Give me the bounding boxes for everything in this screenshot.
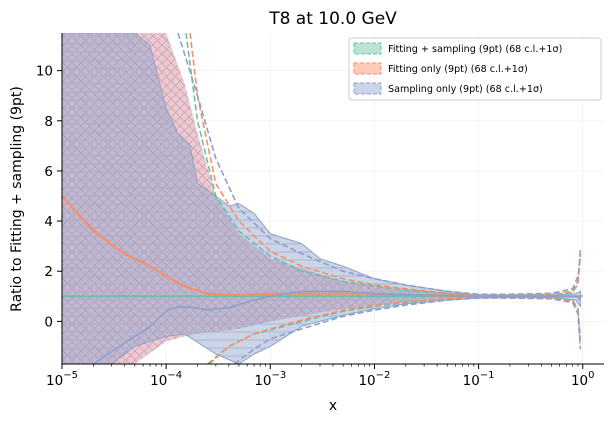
y-tick-label-0: 0 [44,314,53,330]
legend-swatch-fit-only [353,62,382,75]
legend-entry-fit-sampling: Fitting + sampling (9pt) (68 c.l.+1σ) [353,42,562,55]
x-tick-label-3: 10−2 [358,370,390,389]
y-tick-label-1: 2 [44,264,53,280]
upper-bound-line-fit_only [189,33,582,296]
central-line-sampling_only [92,290,582,364]
x-tick-label-2: 10−3 [254,370,286,389]
y-axis-label: Ratio to Fitting + sampling (9pt) [9,86,25,312]
upper-bound-line-sampling_only [177,33,582,296]
chart-title: T8 at 10.0 GeV [268,9,397,29]
y-tick-label-2: 4 [44,214,53,230]
legend-entry-sampling-only: Sampling only (9pt) (68 c.l.+1σ) [353,82,543,95]
legend-swatch-fit-sampling [353,42,382,55]
y-ticks: 0 2 4 6 8 10 [36,64,62,330]
legend-entry-fit-only: Fitting only (9pt) (68 c.l.+1σ) [353,62,528,75]
series-lines [62,33,583,364]
legend-box [348,37,602,101]
bands [62,33,581,364]
band-sampling-only-hatch [62,33,581,364]
y-tick-label-3: 6 [44,164,53,180]
lower-bound-line-sampling_only [233,297,582,364]
upper-bound-line-fit_sampling [185,33,582,296]
x-tick-label-4: 10−1 [463,370,495,389]
y-tick-label-5: 10 [36,64,53,80]
lower-bound-line-fit_only [208,296,582,364]
y-tick-label-4: 8 [44,114,53,130]
legend-swatch-sampling-only [353,82,382,95]
legend-label-fit-only: Fitting only (9pt) (68 c.l.+1σ) [388,64,528,75]
legend-label-sampling-only: Sampling only (9pt) (68 c.l.+1σ) [388,84,543,95]
legend: Fitting + sampling (9pt) (68 c.l.+1σ) Fi… [348,37,602,101]
x-tick-label-0: 10−5 [46,370,78,389]
x-ticks: 10−5 10−4 10−3 10−2 10−1 100 [46,364,595,389]
legend-label-fit-sampling: Fitting + sampling (9pt) (68 c.l.+1σ) [388,44,562,55]
x-tick-label-5: 100 [571,370,595,389]
x-tick-label-1: 10−4 [150,370,182,389]
x-axis-label: x [329,398,337,414]
